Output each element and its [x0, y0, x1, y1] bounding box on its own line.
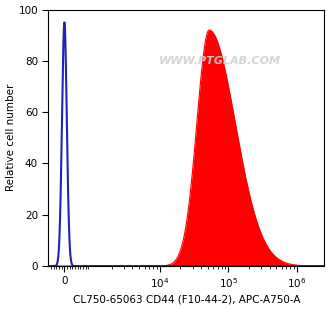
X-axis label: CL750-65063 CD44 (F10-44-2), APC-A750-A: CL750-65063 CD44 (F10-44-2), APC-A750-A — [73, 294, 300, 304]
Text: WWW.PTGLAB.COM: WWW.PTGLAB.COM — [158, 56, 280, 66]
Y-axis label: Relative cell number: Relative cell number — [6, 84, 16, 192]
